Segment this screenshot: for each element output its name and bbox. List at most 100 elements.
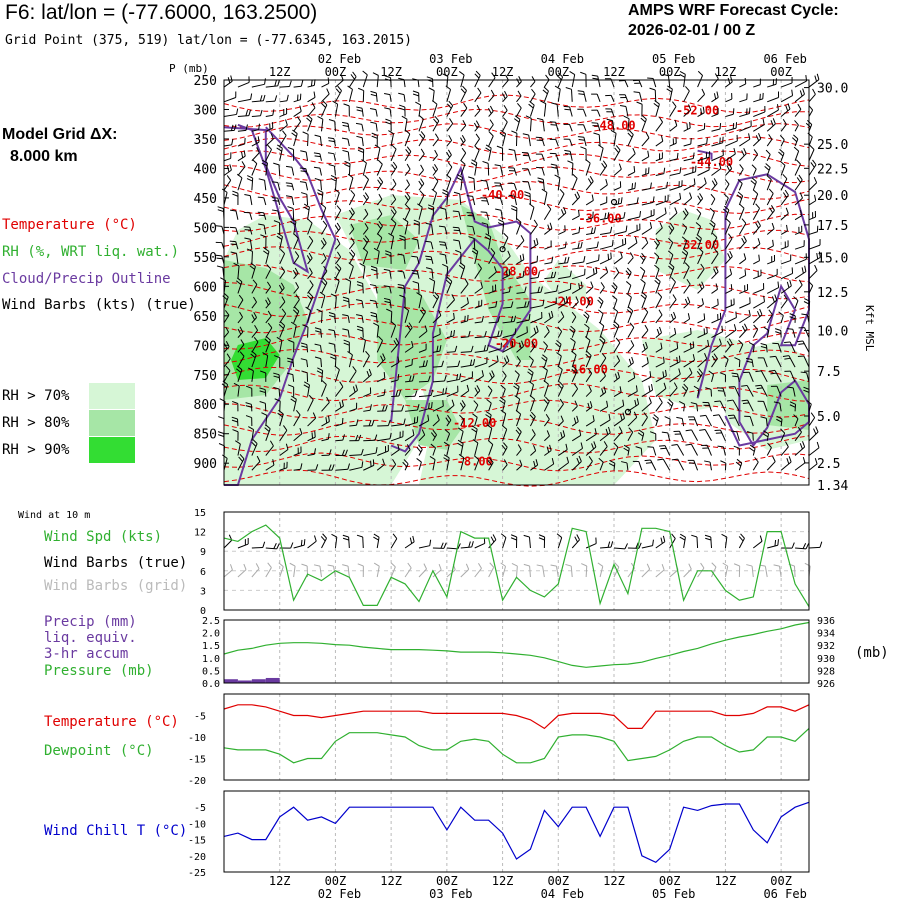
upper-wind-barb-feather — [471, 250, 478, 255]
upper-wind-barb-feather — [700, 263, 705, 270]
upper-wind-barb-feather — [285, 195, 293, 198]
upper-wind-barb — [529, 104, 535, 117]
upper-wind-barb-feather — [468, 236, 475, 239]
upper-wind-barb-feather — [325, 417, 328, 424]
upper-wind-barb — [375, 301, 378, 309]
pressure-tick-label: 900 — [194, 457, 217, 472]
upper-wind-barb-feather — [406, 146, 412, 152]
sfc-wind-barb-grid — [641, 568, 651, 578]
upper-wind-barb — [335, 256, 342, 265]
sfc-wind-barb-grid — [724, 566, 729, 578]
upper-wind-barb-feather — [403, 418, 406, 425]
upper-wind-barb — [711, 128, 721, 132]
upper-wind-barb — [613, 391, 622, 398]
upper-wind-barb — [279, 271, 286, 279]
upper-wind-barb — [583, 137, 587, 147]
upper-wind-barb-feather — [449, 118, 454, 124]
upper-wind-barb — [571, 287, 583, 294]
upper-wind-barb-feather — [589, 175, 594, 182]
upper-wind-barb-feather — [402, 461, 408, 467]
upper-wind-barb-feather — [233, 262, 240, 267]
upper-wind-barb — [641, 172, 649, 176]
upper-wind-barb-feather — [573, 383, 579, 390]
upper-wind-barb — [474, 149, 480, 161]
upper-wind-barb-feather — [496, 355, 499, 362]
upper-wind-barb-feather — [601, 352, 607, 359]
upper-wind-barb-feather — [773, 401, 780, 404]
upper-wind-barb — [516, 332, 528, 339]
upper-wind-barb-feather — [554, 85, 561, 90]
temp-ytick-label: -10 — [188, 733, 206, 744]
upper-wind-barb — [738, 344, 744, 353]
upper-wind-barb — [585, 301, 591, 309]
upper-wind-barb — [571, 388, 579, 397]
upper-wind-barb — [627, 327, 635, 338]
upper-wind-barb — [718, 414, 726, 427]
wind-barbs-true-label: Wind Barbs (true) — [44, 555, 188, 571]
upper-wind-barb — [390, 166, 398, 176]
upper-wind-barb-feather — [293, 233, 299, 239]
upper-wind-barb-feather — [433, 118, 438, 124]
upper-wind-barb-feather — [641, 114, 647, 120]
upper-wind-barb-feather — [251, 441, 257, 447]
upper-wind-barb-feather — [329, 314, 336, 318]
upper-wind-barb-feather — [300, 170, 307, 173]
upper-wind-barb — [780, 315, 784, 324]
upper-wind-barb-feather — [314, 178, 321, 181]
upper-wind-barb-feather — [514, 382, 520, 388]
upper-wind-barb — [527, 168, 531, 176]
upper-wind-barb-feather — [717, 445, 724, 448]
upper-wind-barb — [557, 193, 565, 206]
upper-wind-barb-feather — [388, 130, 394, 135]
upper-wind-barb — [569, 106, 573, 117]
upper-wind-barb-feather — [763, 295, 766, 302]
upper-wind-barb — [543, 358, 548, 368]
wind-ytick-label: 12 — [194, 528, 206, 539]
upper-wind-barb-feather — [432, 166, 437, 172]
upper-wind-barb-feather — [304, 381, 310, 386]
upper-wind-barb-feather — [408, 322, 413, 328]
upper-wind-barb-feather — [681, 251, 688, 256]
upper-wind-barb — [792, 329, 796, 338]
upper-wind-barb-feather — [567, 256, 570, 263]
sfc-wind-barb-grid-feather — [511, 563, 518, 567]
precip-bar — [224, 679, 238, 683]
sfc-wind-barb-grid — [570, 565, 573, 578]
upper-wind-barb — [488, 306, 496, 309]
upper-wind-barb — [391, 395, 399, 398]
upper-wind-barb-feather — [344, 449, 348, 456]
height-tick-label: 12.5 — [817, 286, 848, 301]
upper-wind-barb-feather — [453, 191, 460, 195]
upper-wind-barb — [363, 392, 371, 398]
upper-wind-barb-feather — [727, 414, 735, 417]
upper-wind-barb — [293, 272, 299, 279]
upper-wind-barb-feather — [294, 267, 299, 274]
isotherm-line — [223, 123, 810, 141]
upper-wind-barb — [279, 148, 283, 161]
upper-wind-barb — [725, 81, 733, 88]
sfc-wind-barb-true-feather — [276, 543, 280, 550]
sfc-wind-barb-grid-feather — [523, 563, 530, 567]
upper-wind-barb-feather — [343, 103, 350, 107]
isotherm-line — [223, 94, 810, 114]
upper-wind-barb — [502, 110, 508, 117]
upper-wind-barb-feather — [460, 88, 466, 94]
upper-wind-barb — [683, 74, 686, 88]
upper-wind-barb — [765, 344, 768, 353]
upper-wind-barb-feather — [415, 101, 421, 106]
upper-wind-barb-feather — [649, 431, 656, 435]
upper-wind-barb — [334, 178, 337, 191]
upper-wind-barb — [753, 260, 760, 265]
upper-wind-barb — [460, 457, 465, 471]
sfc-wind-barb-true-feather — [373, 533, 380, 538]
upper-wind-barb-feather — [711, 180, 716, 187]
upper-wind-barb — [711, 318, 721, 324]
upper-wind-barb — [585, 446, 597, 456]
upper-wind-barb-feather — [614, 147, 619, 154]
calm-wind-circle — [499, 246, 506, 253]
upper-wind-barb-feather — [505, 74, 509, 81]
upper-wind-barb-feather — [798, 279, 803, 286]
sfc-wind-barb-true-feather — [574, 536, 578, 543]
upper-wind-barb — [474, 305, 482, 309]
pressure-ytick-label: 926 — [817, 679, 835, 690]
